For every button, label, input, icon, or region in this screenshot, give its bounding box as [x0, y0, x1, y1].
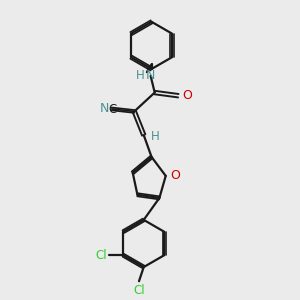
Text: C: C — [108, 103, 116, 116]
Text: N: N — [100, 102, 109, 115]
Text: O: O — [182, 89, 192, 102]
Text: O: O — [170, 169, 180, 182]
Text: Cl: Cl — [95, 249, 106, 262]
Text: N: N — [145, 69, 155, 82]
Text: Cl: Cl — [133, 284, 145, 297]
Text: H: H — [136, 69, 144, 82]
Text: H: H — [151, 130, 159, 143]
